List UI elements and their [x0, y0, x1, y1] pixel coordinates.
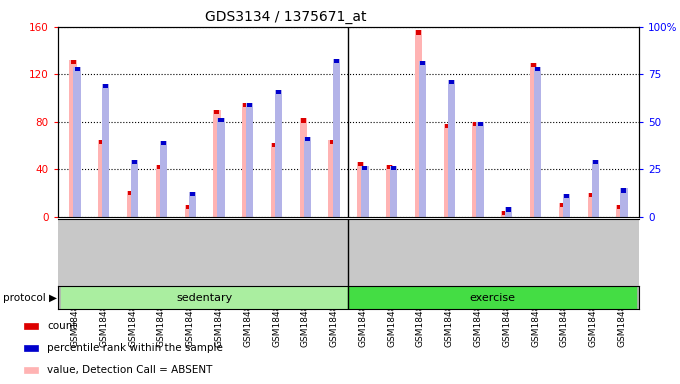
Bar — [592, 160, 599, 217]
Bar — [559, 203, 566, 217]
Bar — [300, 118, 307, 217]
Bar — [276, 89, 281, 94]
Bar — [473, 122, 479, 217]
Bar — [98, 140, 105, 217]
Bar — [358, 162, 363, 167]
Bar — [447, 80, 455, 217]
Bar — [102, 84, 109, 217]
Bar — [190, 192, 194, 197]
Bar — [243, 103, 248, 107]
Bar — [242, 103, 250, 217]
Bar — [73, 67, 81, 217]
Bar — [507, 207, 511, 212]
Bar — [275, 89, 282, 217]
Bar — [534, 67, 541, 217]
Bar — [387, 165, 392, 169]
Bar — [501, 211, 509, 217]
Bar — [535, 67, 540, 71]
Bar — [24, 345, 38, 351]
Bar — [505, 207, 513, 217]
Bar — [328, 140, 336, 217]
Bar — [127, 191, 134, 217]
Bar — [589, 193, 594, 197]
Bar — [530, 63, 537, 217]
Bar — [334, 59, 339, 63]
Bar — [330, 140, 335, 144]
Bar — [304, 137, 311, 217]
Bar — [272, 143, 277, 147]
Text: protocol ▶: protocol ▶ — [3, 293, 57, 303]
Bar — [69, 60, 77, 217]
Bar — [218, 118, 224, 122]
Text: GDS3134 / 1375671_at: GDS3134 / 1375671_at — [205, 10, 367, 23]
Bar — [386, 165, 393, 217]
Bar — [218, 118, 224, 217]
Bar — [75, 67, 80, 71]
Bar — [301, 118, 306, 122]
Text: exercise: exercise — [469, 293, 515, 303]
Text: count: count — [47, 321, 76, 331]
Bar — [156, 165, 163, 217]
Bar — [477, 122, 483, 126]
Bar — [161, 141, 166, 145]
Bar — [415, 30, 422, 217]
Bar — [99, 140, 104, 144]
Bar — [160, 141, 167, 217]
Bar — [184, 205, 192, 217]
Bar — [443, 124, 451, 217]
Bar — [248, 103, 252, 107]
Bar — [103, 84, 108, 88]
Bar — [622, 189, 626, 193]
Bar — [128, 191, 133, 195]
Bar — [620, 189, 628, 217]
Bar — [449, 80, 454, 84]
Bar — [564, 194, 569, 198]
Bar — [560, 203, 565, 207]
Bar — [593, 160, 598, 164]
Bar — [333, 59, 340, 217]
Bar — [419, 61, 426, 217]
Bar — [24, 367, 38, 373]
Bar — [246, 103, 254, 217]
Bar — [616, 205, 624, 217]
Bar — [531, 63, 536, 67]
Bar — [617, 205, 622, 209]
Bar — [188, 192, 196, 217]
Bar — [357, 162, 364, 217]
Bar — [390, 166, 397, 217]
Bar — [132, 160, 137, 164]
Bar — [473, 122, 479, 126]
Bar — [391, 166, 396, 170]
Bar — [420, 61, 425, 65]
Text: value, Detection Call = ABSENT: value, Detection Call = ABSENT — [47, 365, 212, 375]
Bar — [214, 110, 220, 114]
Text: sedentary: sedentary — [177, 293, 233, 303]
Bar — [71, 60, 75, 64]
Bar — [24, 323, 38, 329]
Bar — [503, 211, 507, 215]
Bar — [157, 165, 162, 169]
Bar — [416, 30, 421, 35]
Bar — [271, 143, 278, 217]
Bar — [588, 193, 595, 217]
Bar — [477, 122, 483, 217]
Bar — [186, 205, 190, 209]
Bar — [305, 137, 310, 141]
Bar — [131, 160, 138, 217]
Bar — [214, 110, 220, 217]
Bar — [563, 194, 570, 217]
Bar — [362, 166, 367, 170]
Bar — [361, 166, 369, 217]
Text: percentile rank within the sample: percentile rank within the sample — [47, 343, 223, 353]
Bar — [445, 124, 449, 129]
